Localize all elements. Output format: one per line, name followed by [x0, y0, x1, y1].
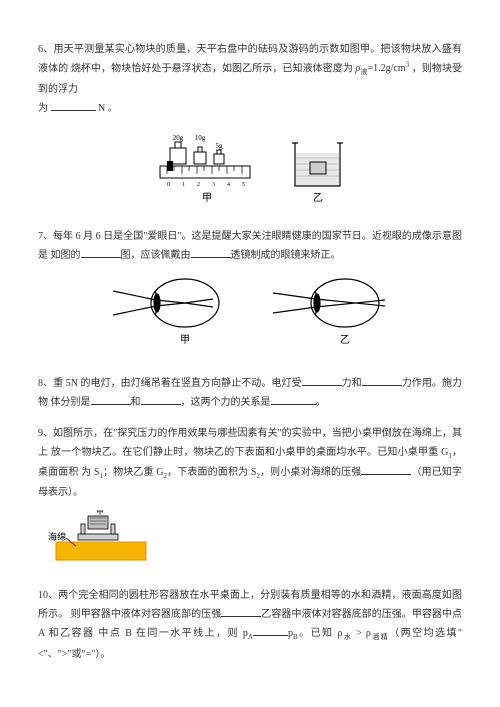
- q6-line3a: 为: [38, 103, 48, 114]
- rho-value: =1.2g/cm: [368, 63, 406, 74]
- q7-l2b: 图，应该佩戴由: [121, 250, 191, 261]
- q6-figure: 20g 10g 5g 0 1 2 3 4 5 甲: [38, 126, 462, 213]
- q9-g: ，则小桌对海绵的压强: [260, 467, 361, 478]
- svg-text:1: 1: [182, 182, 185, 188]
- question-10: 10、两个完全相同的圆柱形容器放在水平桌面上，分别装有质量相等的水和酒精，液面高…: [38, 586, 462, 663]
- label-yi: 乙: [340, 334, 350, 346]
- blank: [51, 99, 96, 111]
- q7-l2a: 如图的: [51, 250, 81, 261]
- q8-p: 。: [316, 397, 326, 408]
- q10-gt: > ρ: [352, 628, 371, 639]
- q8-d: 体分别是: [51, 397, 91, 408]
- slider: [167, 161, 173, 171]
- q10-sa: 酒精: [371, 633, 389, 641]
- blank: [362, 374, 402, 386]
- blank: [361, 463, 411, 475]
- rho-sub: 液: [360, 68, 367, 76]
- label-jia: 甲: [202, 193, 212, 204]
- q9-e: ；物块乙重 G: [103, 467, 164, 478]
- blank: [81, 246, 121, 258]
- label-yi: 乙: [313, 192, 323, 204]
- blank: [221, 605, 261, 617]
- q8-text: 8、重 5N 的电灯，由灯绳吊着在竖直方向静止不动。电灯受力和力作用。施力物 体…: [38, 374, 462, 412]
- question-6: 6、用天平测量某实心物块的质量，天平右盘中的砝码及游码的示数如图甲。把该物块放入…: [38, 40, 462, 213]
- q10-sw: 水: [342, 633, 352, 641]
- q9-d: 为 S: [81, 467, 99, 478]
- q6-text: 6、用天平测量某实心物块的质量，天平右盘中的砝码及游码的示数如图甲。把该物块放入…: [38, 40, 462, 118]
- blank: [253, 624, 288, 636]
- svg-text:5: 5: [242, 182, 245, 188]
- q6-period: 。: [108, 103, 118, 114]
- weight-20g: 20g: [173, 134, 184, 142]
- q7-text: 7、每年 6 月 6 日是全国"爱眼日"。这是提醒大家关注眼睛健康的国家节日。近…: [38, 227, 462, 265]
- weight-5g: 5g: [216, 142, 224, 150]
- label-sponge: 海绵: [48, 531, 66, 542]
- q9-text: 9、如图所示，在"探究压力的作用效果与哪些因素有关"的实验中，当把小桌甲倒放在海…: [38, 424, 462, 503]
- q8-b: 力和: [342, 378, 362, 389]
- svg-text:3: 3: [212, 182, 215, 188]
- label-jia: 甲: [96, 510, 104, 516]
- q7-figure: 甲 乙: [38, 273, 462, 360]
- blank: [271, 393, 316, 405]
- question-9: 9、如图所示，在"探究压力的作用效果与哪些因素有关"的实验中，当把小桌甲倒放在海…: [38, 424, 462, 573]
- q10-d: 中点 B 在同一水平线上，则 p: [98, 628, 248, 639]
- blank: [302, 374, 342, 386]
- q8-f: ，这两个力的关系是: [181, 397, 271, 408]
- q10-f: 。已知 ρ: [298, 628, 343, 639]
- blank: [91, 393, 131, 405]
- svg-text:2: 2: [197, 182, 200, 188]
- blank: [191, 246, 231, 258]
- q8-a: 8、重 5N 的电灯，由灯绳吊着在竖直方向静止不动。电灯受: [38, 378, 302, 389]
- q10-b: 则甲容器中液体对容器底部的压强: [71, 609, 222, 620]
- q9-figure: 甲 海绵: [38, 510, 462, 572]
- q6-line2a: 烧杯中，物块恰好处于悬浮状态，如图乙所示，已知液体密度为: [71, 63, 353, 74]
- rho-exp: 3: [406, 61, 410, 69]
- blank: [141, 393, 181, 405]
- svg-text:4: 4: [227, 182, 230, 188]
- q6-rho: ρ液=1.2g/cm3: [356, 63, 410, 74]
- svg-text:0: 0: [167, 182, 170, 188]
- q9-f: ，下表面的面积为 S: [167, 467, 256, 478]
- question-8: 8、重 5N 的电灯，由灯绳吊着在竖直方向静止不动。电灯受力和力作用。施力物 体…: [38, 374, 462, 412]
- question-7: 7、每年 6 月 6 日是全国"爱眼日"。这是提醒大家关注眼睛健康的国家节日。近…: [38, 227, 462, 360]
- weight-10g: 10g: [195, 134, 206, 142]
- q8-e: 和: [131, 397, 141, 408]
- q9-b: 放一个物块乙。在它们静止时，物块乙的下表面和小桌甲的桌面均水平。已知小桌甲重 G: [51, 447, 448, 458]
- q6-unit: N: [98, 103, 105, 114]
- q7-l2c: 透镜制成的眼镜来矫正。: [231, 250, 341, 261]
- q10-text: 10、两个完全相同的圆柱形容器放在水平桌面上，分别装有质量相等的水和酒精，液面高…: [38, 586, 462, 663]
- label-jia: 甲: [180, 335, 190, 346]
